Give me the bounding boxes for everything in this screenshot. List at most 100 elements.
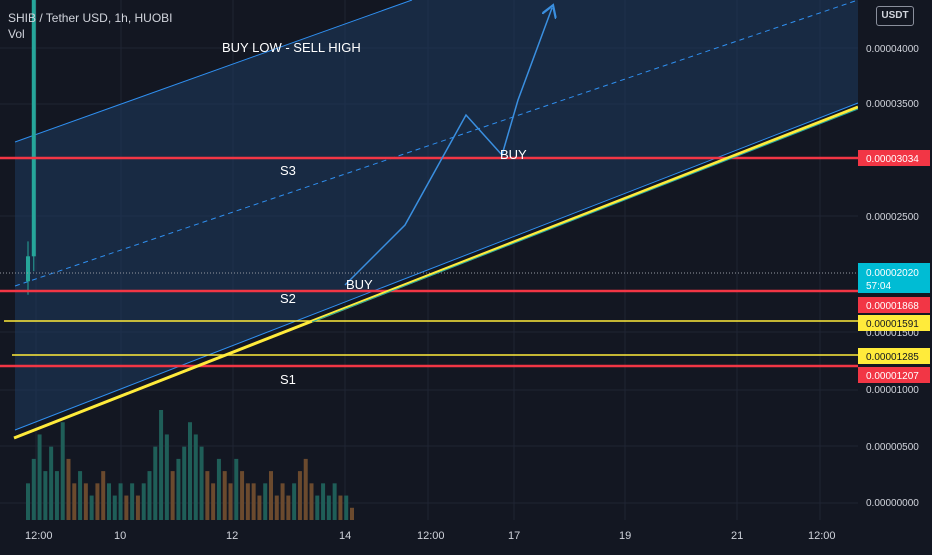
volume-indicator-label[interactable]: Vol — [8, 27, 25, 41]
volume-bar — [350, 507, 354, 520]
volume-bar — [170, 471, 175, 520]
price-axis[interactable]: 0.00004000 0.00003500 0.00002500 0.00001… — [858, 0, 932, 520]
volume-bar — [344, 495, 349, 520]
volume-bar — [286, 495, 291, 520]
x-tick-label: 12:00 — [808, 530, 836, 542]
volume-bar — [245, 483, 250, 520]
volume-bar — [193, 434, 198, 520]
ascending-channel-fill — [15, 0, 858, 430]
volume-bar — [274, 495, 279, 520]
volume-bar — [72, 483, 77, 520]
currency-button[interactable]: USDT — [876, 6, 914, 26]
volume-bar — [205, 471, 210, 520]
s1-price-text: 0.00001207 — [866, 371, 919, 382]
y-tick-label: 0.00003500 — [866, 99, 919, 110]
volume-bar — [269, 471, 273, 520]
candle-countdown: 57:04 — [866, 281, 891, 292]
volume-bar — [292, 483, 297, 520]
volume-bar — [321, 483, 326, 520]
volume-bar — [83, 483, 88, 520]
symbol-title[interactable]: SHIB / Tether USD, 1h, HUOBI — [8, 11, 173, 25]
volume-bar — [216, 458, 221, 520]
annotation-buy-lower: BUY — [346, 277, 373, 292]
s3-price-badge — [858, 150, 930, 166]
volume-bar — [188, 422, 192, 520]
volume-bar — [26, 483, 30, 520]
x-tick-label: 12:00 — [417, 530, 445, 542]
symbol-legend: SHIB / Tether USD, 1h, HUOBI Vol — [8, 10, 173, 42]
volume-bar — [60, 422, 65, 520]
candles — [26, 0, 36, 295]
volume-bar — [141, 483, 146, 520]
volume-bar — [49, 446, 54, 520]
volume-bar — [31, 458, 36, 520]
volume-bar — [89, 495, 94, 520]
x-tick-label: 14 — [339, 530, 351, 542]
volume-bar — [303, 458, 308, 520]
volume-bars — [26, 410, 354, 520]
x-tick-label: 10 — [114, 530, 126, 542]
s2-price-text: 0.00001868 — [866, 301, 919, 312]
volume-bar — [118, 483, 123, 520]
volume-bar — [228, 483, 233, 520]
volume-bar — [164, 434, 169, 520]
trend-price-text-2: 0.00001285 — [866, 352, 919, 363]
volume-bar — [263, 483, 268, 520]
channel-upper-line[interactable] — [14, 0, 413, 143]
x-tick-label: 12 — [226, 530, 238, 542]
volume-bar — [211, 483, 216, 520]
channel-mid-line[interactable] — [14, 0, 859, 287]
volume-bar — [130, 483, 135, 520]
volume-bar — [107, 483, 111, 520]
volume-bar — [159, 410, 164, 520]
volume-bar — [251, 483, 256, 520]
volume-bar — [240, 471, 245, 520]
volume-bar — [147, 471, 152, 520]
volume-bar — [182, 446, 187, 520]
annotation-headline: BUY LOW - SELL HIGH — [222, 40, 361, 55]
annotation-buy-upper: BUY — [500, 147, 527, 162]
volume-bar — [54, 471, 59, 520]
s3-price-text: 0.00003034 — [866, 154, 919, 165]
volume-bar — [37, 434, 42, 520]
y-tick-label: 0.00000000 — [866, 498, 919, 509]
volume-bar — [326, 495, 331, 520]
volume-bar — [95, 483, 100, 520]
y-tick-label: 0.00000500 — [866, 442, 919, 453]
y-tick-label: 0.00001500 — [866, 328, 919, 339]
y-tick-label: 0.00002500 — [866, 212, 919, 223]
volume-bar — [234, 458, 239, 520]
trend-price-text-1: 0.00001591 — [866, 319, 919, 330]
volume-bar — [280, 483, 285, 520]
current-price-badge — [858, 263, 930, 293]
candle-body — [26, 256, 30, 282]
volume-bar — [153, 446, 158, 520]
volume-bar — [315, 495, 320, 520]
x-tick-label: 21 — [731, 530, 743, 542]
trend-price-badge-2 — [858, 348, 930, 364]
volume-bar — [338, 495, 343, 520]
s2-price-badge — [858, 297, 930, 313]
volume-bar — [332, 483, 337, 520]
volume-bar — [297, 471, 302, 520]
rising-trendline-accent — [311, 108, 859, 323]
x-tick-label: 19 — [619, 530, 631, 542]
trend-price-badge-1 — [858, 315, 930, 331]
projection-arrow[interactable] — [344, 8, 552, 286]
x-tick-label: 17 — [508, 530, 520, 542]
rising-trendline[interactable] — [13, 105, 859, 440]
annotation-s1: S1 — [280, 372, 296, 387]
current-price-text: 0.00002020 — [866, 268, 919, 279]
time-axis[interactable]: 12:00 10 12 14 12:00 17 19 21 12:00 — [0, 520, 932, 550]
annotation-s3: S3 — [280, 163, 296, 178]
candle-body — [31, 0, 36, 257]
volume-bar — [257, 495, 262, 520]
volume-bar — [222, 471, 227, 520]
volume-bar — [199, 446, 204, 520]
volume-bar — [176, 458, 181, 520]
volume-bar — [78, 471, 83, 520]
volume-bar — [43, 471, 48, 520]
volume-bar — [309, 483, 314, 520]
